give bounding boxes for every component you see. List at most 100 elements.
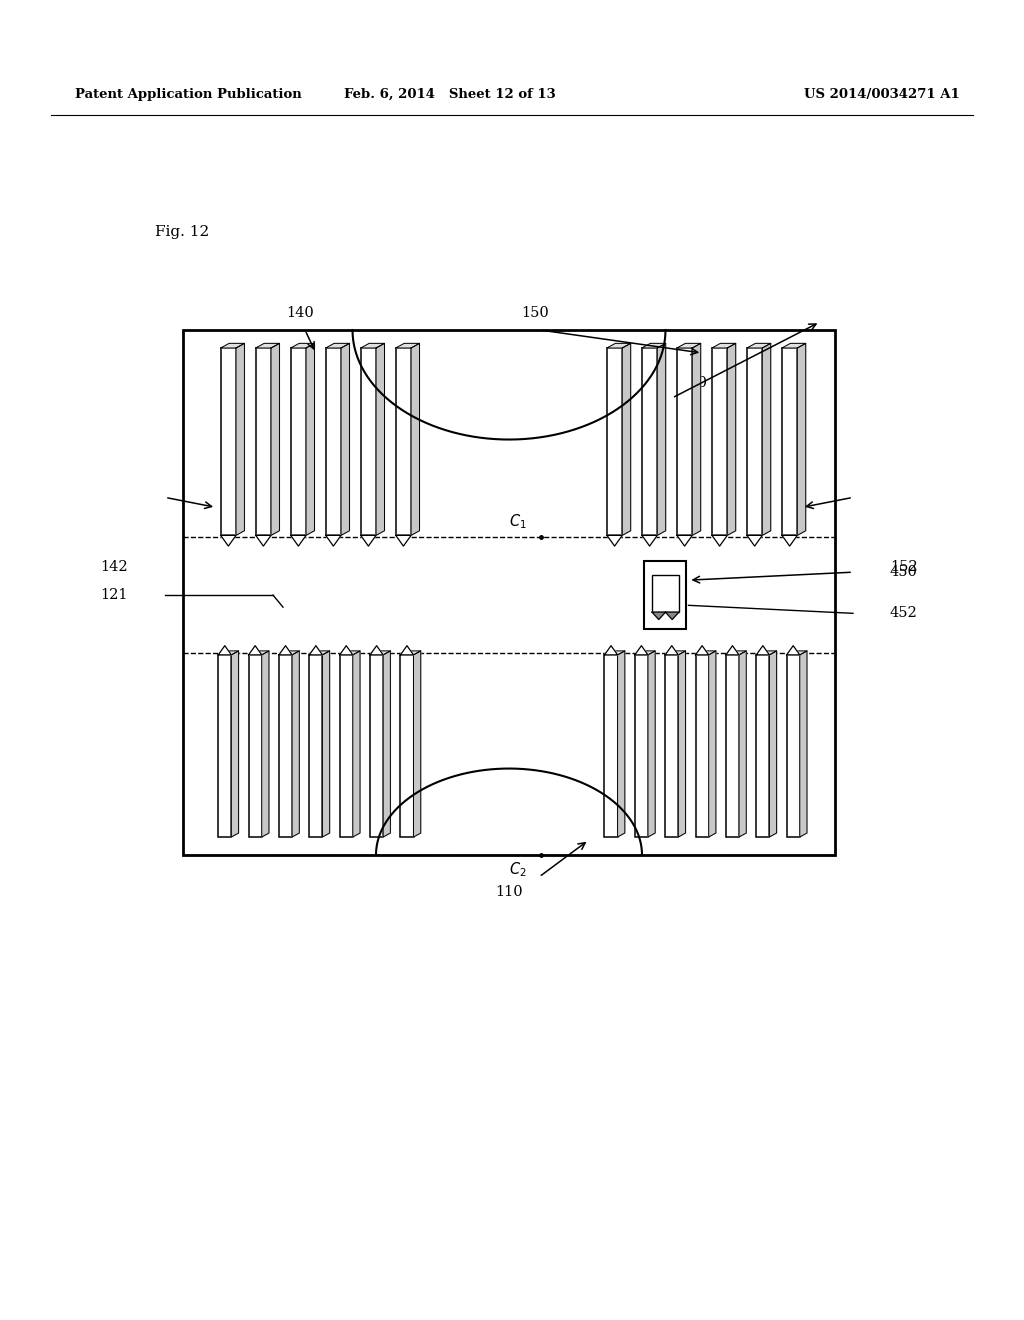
- Polygon shape: [635, 645, 648, 655]
- Bar: [746, 348, 762, 536]
- Polygon shape: [726, 651, 746, 655]
- Polygon shape: [323, 651, 330, 837]
- Polygon shape: [395, 536, 411, 546]
- Polygon shape: [256, 343, 280, 348]
- Polygon shape: [786, 651, 807, 655]
- Polygon shape: [279, 645, 292, 655]
- Bar: [370, 655, 383, 837]
- Bar: [309, 655, 323, 837]
- Polygon shape: [652, 612, 666, 619]
- Bar: [786, 655, 800, 837]
- Polygon shape: [800, 651, 807, 837]
- Bar: [642, 348, 657, 536]
- Polygon shape: [657, 343, 666, 536]
- Polygon shape: [746, 536, 762, 546]
- Bar: [360, 348, 376, 536]
- Polygon shape: [786, 645, 800, 655]
- Polygon shape: [635, 651, 655, 655]
- Polygon shape: [666, 612, 679, 619]
- Bar: [218, 655, 231, 837]
- Polygon shape: [617, 651, 625, 837]
- Polygon shape: [370, 645, 383, 655]
- Polygon shape: [326, 343, 349, 348]
- Bar: [340, 655, 353, 837]
- Text: Patent Application Publication: Patent Application Publication: [75, 88, 302, 102]
- Polygon shape: [376, 343, 384, 536]
- Polygon shape: [727, 343, 735, 536]
- Bar: [183, 330, 835, 855]
- Polygon shape: [746, 343, 771, 348]
- Bar: [291, 348, 306, 536]
- Polygon shape: [678, 651, 685, 837]
- Bar: [644, 561, 686, 630]
- Bar: [712, 348, 727, 536]
- Polygon shape: [400, 645, 414, 655]
- Polygon shape: [762, 343, 771, 536]
- Bar: [400, 655, 414, 837]
- Polygon shape: [370, 651, 390, 655]
- Polygon shape: [256, 536, 271, 546]
- Text: 140: 140: [286, 306, 314, 319]
- Polygon shape: [782, 536, 798, 546]
- Polygon shape: [221, 343, 245, 348]
- Polygon shape: [677, 536, 692, 546]
- Polygon shape: [236, 343, 245, 536]
- Text: $C_2$: $C_2$: [509, 861, 526, 879]
- Polygon shape: [726, 645, 739, 655]
- Polygon shape: [712, 343, 735, 348]
- Polygon shape: [712, 536, 727, 546]
- Polygon shape: [292, 651, 299, 837]
- Polygon shape: [291, 343, 314, 348]
- Polygon shape: [360, 343, 384, 348]
- Polygon shape: [353, 651, 360, 837]
- Text: US 2014/0034271 A1: US 2014/0034271 A1: [804, 88, 961, 102]
- Polygon shape: [642, 343, 666, 348]
- Bar: [666, 655, 678, 837]
- Polygon shape: [414, 651, 421, 837]
- Polygon shape: [221, 536, 236, 546]
- Bar: [782, 348, 798, 536]
- Polygon shape: [395, 343, 420, 348]
- Bar: [695, 655, 709, 837]
- Polygon shape: [798, 343, 806, 536]
- Polygon shape: [757, 651, 776, 655]
- Bar: [221, 348, 236, 536]
- Polygon shape: [309, 651, 330, 655]
- Polygon shape: [360, 536, 376, 546]
- Polygon shape: [695, 651, 716, 655]
- Polygon shape: [231, 651, 239, 837]
- Text: $C_1$: $C_1$: [509, 512, 526, 532]
- Polygon shape: [666, 645, 678, 655]
- Polygon shape: [291, 536, 306, 546]
- Polygon shape: [695, 645, 709, 655]
- Bar: [279, 655, 292, 837]
- Text: Fig. 12: Fig. 12: [155, 224, 209, 239]
- Polygon shape: [400, 651, 421, 655]
- Polygon shape: [604, 645, 617, 655]
- Polygon shape: [623, 343, 631, 536]
- Polygon shape: [341, 343, 349, 536]
- Bar: [256, 348, 271, 536]
- Bar: [726, 655, 739, 837]
- Polygon shape: [677, 343, 700, 348]
- Bar: [635, 655, 648, 837]
- Polygon shape: [709, 651, 716, 837]
- Bar: [652, 574, 679, 612]
- Polygon shape: [383, 651, 390, 837]
- Text: 452: 452: [890, 606, 918, 620]
- Polygon shape: [604, 651, 625, 655]
- Polygon shape: [692, 343, 700, 536]
- Polygon shape: [769, 651, 776, 837]
- Text: 121: 121: [100, 589, 128, 602]
- Polygon shape: [306, 343, 314, 536]
- Polygon shape: [411, 343, 420, 536]
- Text: 150: 150: [521, 306, 549, 319]
- Polygon shape: [249, 645, 262, 655]
- Polygon shape: [218, 645, 231, 655]
- Polygon shape: [218, 651, 239, 655]
- Polygon shape: [607, 343, 631, 348]
- Text: 400: 400: [680, 376, 708, 389]
- Text: 152: 152: [890, 561, 918, 574]
- Bar: [249, 655, 262, 837]
- Text: Feb. 6, 2014   Sheet 12 of 13: Feb. 6, 2014 Sheet 12 of 13: [344, 88, 556, 102]
